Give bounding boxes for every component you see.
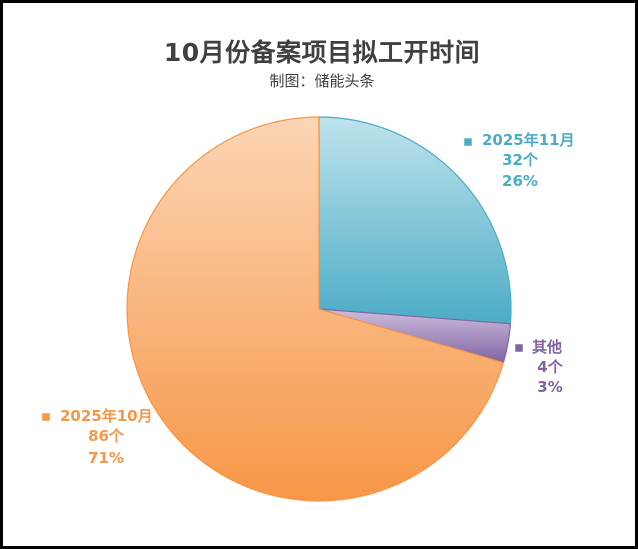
slice-oct-label-name: 2025年10月 xyxy=(60,407,153,425)
slice-nov-label-percent: 26% xyxy=(502,172,538,190)
pie-labels: 2025年11月 32个 26% 其他 4个 3% 2025年10月 86个 71% xyxy=(41,131,575,467)
slice-nov xyxy=(318,116,512,325)
chart-title: 10月份备案项目拟工开时间 xyxy=(163,38,481,67)
slice-nov-label-name: 2025年11月 xyxy=(482,131,575,149)
slice-oct-label-percent: 71% xyxy=(88,449,124,467)
slice-other-legend-key xyxy=(514,343,524,353)
slice-other-label-name: 其他 xyxy=(532,338,562,356)
slice-nov-legend-key xyxy=(463,137,473,147)
slice-oct xyxy=(126,116,505,502)
slice-other-label-count: 4个 xyxy=(537,358,563,376)
slice-oct-label-count: 86个 xyxy=(88,427,125,445)
slice-other-label-percent: 3% xyxy=(537,378,562,396)
slice-nov-label-count: 32个 xyxy=(502,151,539,169)
slice-oct-legend-key xyxy=(41,412,51,422)
chart-subtitle: 制图：储能头条 xyxy=(269,72,375,90)
pie-slices xyxy=(126,116,512,502)
